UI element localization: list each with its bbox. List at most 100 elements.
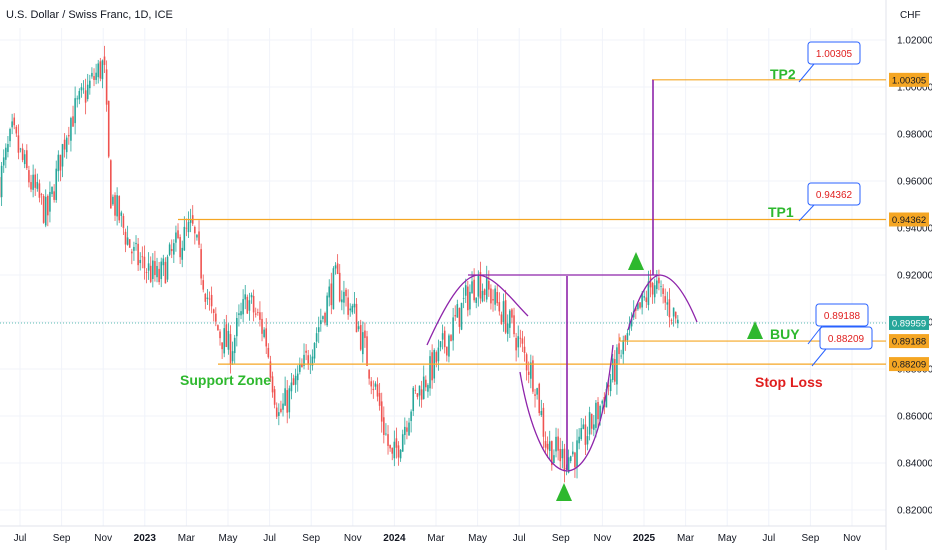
- candle: [202, 274, 205, 293]
- candle-body: [248, 300, 251, 311]
- candle-body: [362, 332, 364, 355]
- candle: [523, 336, 526, 362]
- candle-body: [643, 296, 646, 298]
- candle: [450, 333, 452, 342]
- candle: [357, 321, 360, 332]
- candle: [368, 369, 370, 385]
- candle: [179, 234, 181, 265]
- candle: [17, 124, 20, 160]
- candle: [380, 392, 383, 433]
- candle: [653, 278, 656, 304]
- candle: [170, 239, 173, 259]
- candle-body: [292, 378, 295, 385]
- candle-body: [658, 277, 660, 284]
- candle-body: [551, 441, 553, 466]
- candle-body: [567, 457, 570, 473]
- candle-body: [383, 417, 385, 435]
- y-tick-label: 0.92000: [897, 271, 932, 282]
- candle: [502, 293, 505, 332]
- candle: [34, 168, 37, 196]
- candle-body: [84, 90, 87, 103]
- candle: [265, 318, 268, 355]
- candle-body: [173, 243, 175, 255]
- candle-body: [401, 434, 404, 452]
- candle: [275, 402, 278, 420]
- candle-body: [485, 276, 488, 300]
- candle: [227, 323, 230, 355]
- candle: [162, 254, 165, 277]
- candle-body: [416, 393, 419, 397]
- candle-body: [11, 121, 13, 128]
- candle-body: [614, 359, 616, 382]
- candle: [643, 289, 646, 301]
- candle: [376, 377, 379, 402]
- x-tick-label: May: [468, 533, 487, 544]
- x-tick-label: Sep: [53, 533, 71, 544]
- candle-body: [267, 347, 270, 358]
- candle-body: [53, 191, 55, 200]
- candle-body: [525, 354, 528, 371]
- candle: [406, 420, 408, 440]
- callout-pointer: [811, 348, 827, 367]
- currency-label[interactable]: CHF: [900, 10, 921, 21]
- candle-body: [404, 426, 406, 436]
- candle: [538, 382, 541, 416]
- candle: [107, 100, 110, 159]
- candle: [9, 127, 11, 148]
- candle: [112, 194, 114, 206]
- candle: [271, 371, 274, 398]
- candle: [645, 290, 648, 309]
- candle: [399, 449, 402, 462]
- x-tick-label: Nov: [344, 533, 362, 544]
- candle: [345, 287, 347, 307]
- candle: [317, 316, 320, 344]
- candle: [668, 288, 671, 328]
- candle: [620, 349, 622, 359]
- candle-body: [135, 242, 137, 245]
- candle-body: [458, 307, 461, 327]
- candle-body: [532, 360, 534, 392]
- candle: [204, 292, 207, 310]
- candle-body: [15, 126, 18, 134]
- candle-body: [597, 402, 599, 420]
- x-tick-label: May: [718, 533, 737, 544]
- candle: [431, 344, 433, 389]
- candle-body: [464, 285, 467, 296]
- candle: [498, 292, 501, 316]
- y-tick-label: 0.86000: [897, 412, 932, 423]
- candle: [374, 381, 377, 390]
- candle: [544, 431, 547, 453]
- candle: [326, 292, 328, 327]
- candle: [141, 246, 144, 269]
- tp1-label: TP1: [768, 204, 794, 220]
- candle-body: [166, 256, 169, 280]
- callout-pointer: [798, 204, 815, 222]
- candle-body: [506, 323, 509, 334]
- candle: [341, 290, 343, 311]
- candle-body: [527, 371, 530, 375]
- candle-body: [664, 296, 667, 303]
- candle: [303, 343, 305, 370]
- candle: [139, 252, 142, 271]
- price-tag-bg: [889, 334, 929, 349]
- candle: [677, 315, 679, 329]
- candle-body: [674, 311, 677, 319]
- candle: [509, 308, 511, 338]
- candle-body: [448, 335, 450, 357]
- candle-body: [341, 299, 343, 303]
- candle: [173, 239, 175, 264]
- candle: [229, 325, 232, 374]
- candle: [593, 415, 595, 437]
- symbol-title: U.S. Dollar / Swiss Franc, 1D, ICE: [6, 9, 173, 21]
- candle-body: [265, 328, 268, 347]
- candle-body: [496, 292, 499, 304]
- candle: [273, 385, 276, 409]
- candle: [641, 291, 643, 315]
- candle: [548, 430, 551, 460]
- candle: [569, 455, 572, 464]
- candle: [622, 335, 625, 364]
- candle: [567, 449, 570, 474]
- candle-body: [590, 413, 593, 429]
- y-tick-label: 0.96000: [897, 177, 932, 188]
